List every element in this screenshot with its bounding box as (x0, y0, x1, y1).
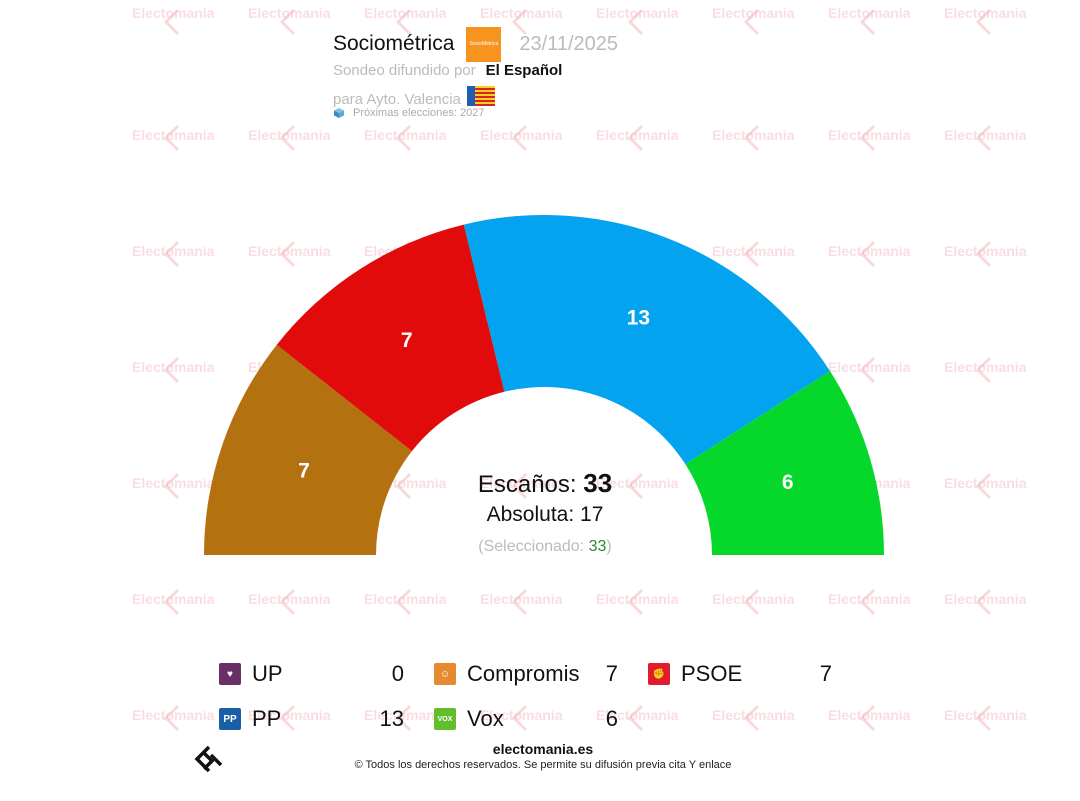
rose-fist-icon: ✊ (648, 663, 670, 685)
heart-icon: ♥ (219, 663, 241, 685)
legend-item-pp: PP PP (219, 705, 281, 733)
seat-label-compromis: 7 (298, 459, 310, 482)
legend-item-vox: VOX Vox (434, 705, 504, 733)
poll-header: Sociométrica SocioMétrica 23/11/2025 Son… (333, 26, 753, 120)
seat-segment-psoe (276, 224, 505, 452)
legend-seat-value: 13 (379, 706, 404, 731)
seat-segment-vox (685, 371, 884, 555)
vox-logo-icon: VOX (434, 708, 456, 730)
seat-segment-pp (463, 215, 831, 465)
electomania-logo-icon (194, 745, 223, 773)
seat-label-pp: 13 (627, 307, 650, 330)
published-by-label: Sondeo difundido por (333, 62, 476, 79)
site-url: electomania.es (492, 741, 594, 757)
pollster-logo: SocioMétrica (466, 26, 502, 62)
legend-party-name: PP (252, 706, 282, 731)
seat-label-psoe: 7 (401, 329, 413, 352)
poll-date: 23/11/2025 (519, 32, 619, 55)
footer: electomania.es © Todos los derechos rese… (300, 741, 786, 775)
seats-label: Escaños: (477, 471, 577, 498)
legend-seat-value: 6 (605, 706, 618, 731)
media-name: El Español (485, 62, 563, 79)
legend-party-name: Vox (467, 706, 504, 731)
majority-value: 17 (580, 503, 604, 526)
legend-item-compromis: ☺ Compromis (434, 660, 579, 688)
seat-segment-compromis (204, 344, 412, 555)
smile-icon: ☺ (434, 663, 456, 685)
majority-label: Absoluta: (486, 503, 575, 526)
legend-party-name: Compromis (467, 661, 580, 686)
selected-label: Seleccionado: (483, 538, 585, 555)
legend-party-name: UP (252, 661, 283, 686)
ballot-box-icon (334, 108, 344, 118)
pollster-name: Sociométrica (333, 32, 455, 55)
total-seats: 33 (583, 468, 613, 498)
copyright-notice: © Todos los derechos reservados. Se perm… (354, 759, 732, 771)
legend-item-up: ♥ UP (219, 660, 283, 688)
legend-seat-value: 7 (605, 661, 618, 686)
legend-item-psoe: ✊ PSOE (648, 660, 742, 688)
pp-logo-icon: PP (219, 708, 241, 730)
seat-summary: Escaños: 33 Absoluta: 17 (Seleccionado: … (477, 468, 613, 555)
legend-seat-value: 7 (819, 661, 832, 686)
scope-label: para Ayto. Valencia (333, 91, 461, 108)
selected-value: 33 (588, 538, 607, 555)
next-elections: Próximas elecciones: 2027 (353, 107, 485, 119)
legend-party-name: PSOE (681, 661, 743, 686)
valencia-flag-icon (466, 86, 495, 106)
legend-seat-value: 0 (391, 661, 404, 686)
seat-label-vox: 6 (782, 471, 794, 494)
